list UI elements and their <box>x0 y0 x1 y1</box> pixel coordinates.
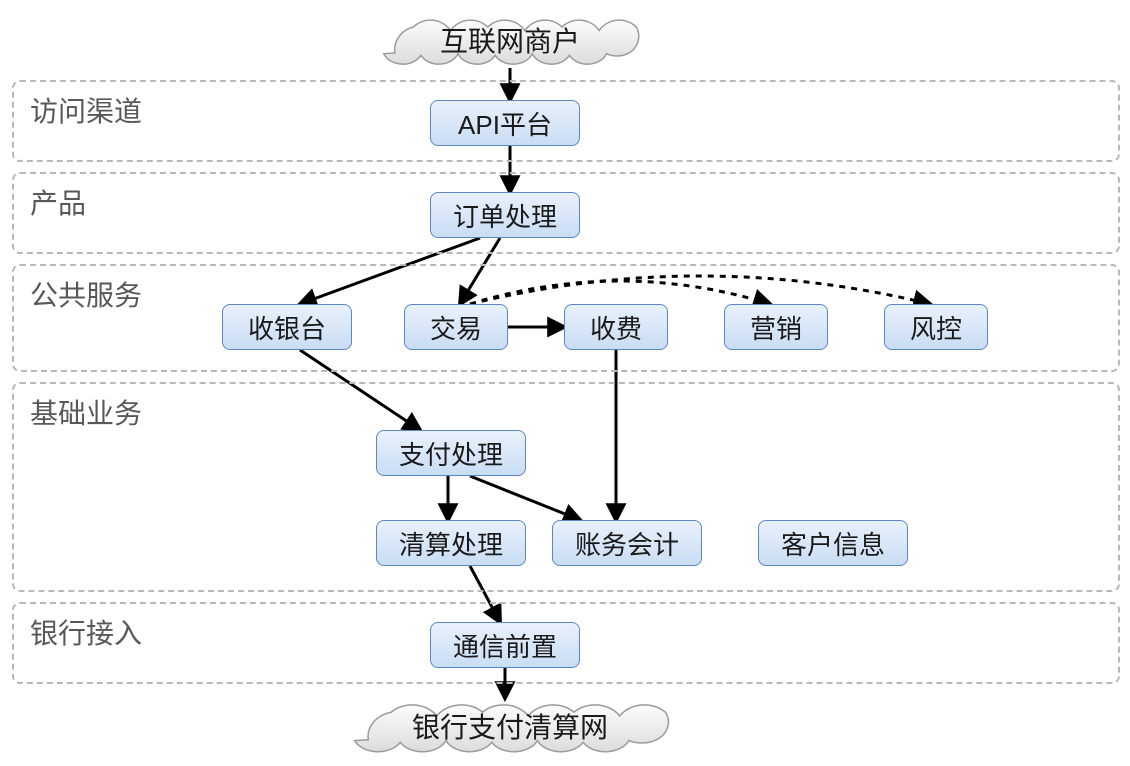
node-n_clear: 清算处理 <box>376 520 526 566</box>
node-n_api: API平台 <box>430 100 580 146</box>
node-n_order: 订单处理 <box>430 192 580 238</box>
node-n_pay: 支付处理 <box>376 430 526 476</box>
node-n_cust: 客户信息 <box>758 520 908 566</box>
layer-label-l4: 基础业务 <box>30 392 142 432</box>
node-n_risk: 风控 <box>884 304 988 350</box>
cloud-label-c_top: 互联网商户 <box>380 9 640 71</box>
node-n_account: 账务会计 <box>552 520 702 566</box>
node-n_comm: 通信前置 <box>430 622 580 668</box>
architecture-flowchart: 访问渠道产品公共服务基础业务银行接入 互联网商户银行支付清算网 API平台订单处理收… <box>0 0 1130 766</box>
layer-label-l2: 产品 <box>30 182 86 222</box>
node-n_fee: 收费 <box>564 304 668 350</box>
cloud-label-c_bot: 银行支付清算网 <box>350 693 670 759</box>
layer-label-l1: 访问渠道 <box>30 90 142 130</box>
layer-label-l5: 银行接入 <box>30 612 142 652</box>
node-n_trade: 交易 <box>404 304 508 350</box>
node-n_market: 营销 <box>724 304 828 350</box>
layer-label-l3: 公共服务 <box>30 274 142 314</box>
node-n_cashier: 收银台 <box>222 304 352 350</box>
